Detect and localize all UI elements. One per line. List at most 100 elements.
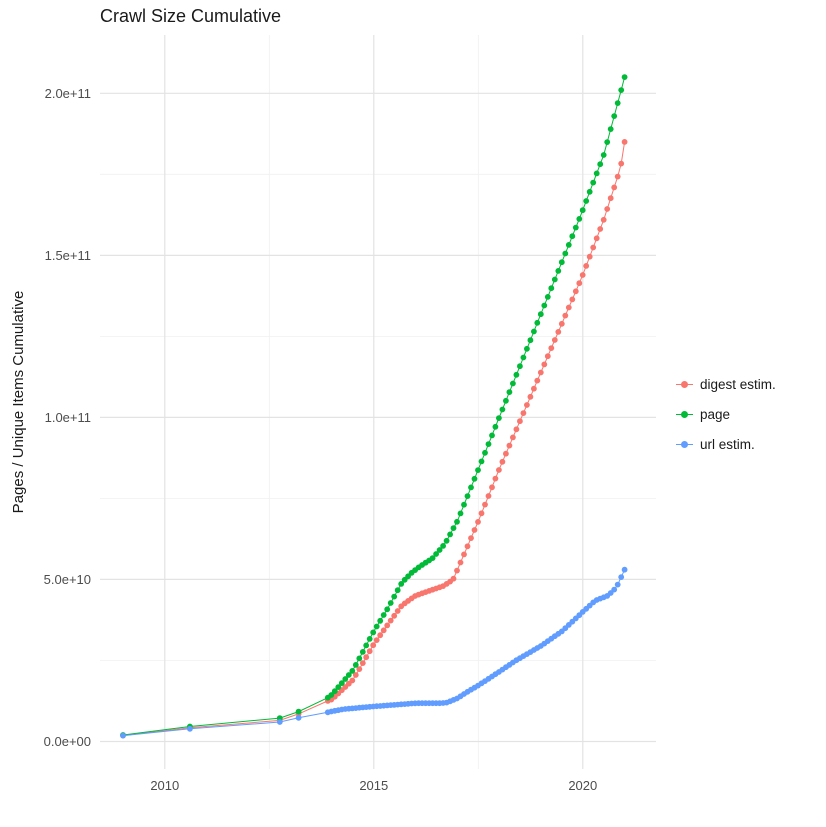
data-point-page (537, 311, 544, 318)
legend-key-digest (676, 376, 693, 393)
data-point-page (394, 587, 401, 594)
data-point-page (373, 623, 380, 630)
data-point-page (520, 354, 527, 361)
page-title: Crawl Size Cumulative (100, 6, 282, 26)
data-point-page (517, 363, 523, 370)
data-point-digest-estim (510, 434, 516, 441)
data-point-digest-estim (517, 418, 523, 425)
data-point-page (471, 475, 478, 482)
data-point-digest-estim (471, 527, 478, 533)
data-point-digest-estim (496, 467, 502, 473)
data-point-page (558, 259, 565, 266)
data-point-page (534, 319, 541, 326)
x-tick-label: 2015 (359, 778, 388, 793)
legend-label: digest estim. (700, 377, 776, 392)
data-point-digest-estim (482, 501, 488, 508)
data-point-page (572, 224, 579, 231)
data-point-page (555, 268, 562, 274)
data-point-page (482, 449, 488, 456)
data-point-digest-estim (377, 632, 384, 639)
data-point-digest-estim (475, 519, 481, 525)
data-point-digest-estim (548, 345, 555, 351)
data-point-page (489, 432, 495, 439)
data-point-digest-estim (600, 216, 607, 223)
data-point-digest-estim (576, 280, 583, 287)
data-point-digest-estim (562, 312, 569, 319)
data-point-page (443, 537, 450, 544)
data-point-page (457, 510, 464, 517)
data-point-digest-estim (352, 672, 359, 678)
data-point-url-estim (614, 581, 621, 588)
y-tick-label: 5.0e+10 (44, 572, 91, 587)
legend-point-icon (681, 381, 688, 388)
data-point-page (611, 113, 618, 119)
data-point-digest-estim (506, 442, 513, 449)
data-point-page (513, 371, 520, 378)
data-point-page (366, 636, 373, 642)
y-tick-label: 2.0e+11 (45, 86, 91, 101)
data-point-digest-estim (614, 173, 621, 180)
data-point-digest-estim (618, 160, 625, 167)
data-point-page (551, 276, 558, 283)
data-point-page (356, 655, 363, 662)
data-point-page (600, 152, 607, 158)
data-point-page (380, 612, 387, 618)
data-point-page (562, 250, 569, 257)
data-point-page (429, 555, 436, 561)
data-point-page (342, 676, 349, 682)
data-point-digest-estim (492, 475, 499, 482)
x-tick-label: 2010 (150, 778, 179, 793)
legend-point-icon (681, 411, 688, 418)
legend-label: url estim. (700, 437, 755, 452)
data-point-page (468, 484, 474, 491)
data-point-digest-estim (363, 654, 370, 661)
data-point-digest-estim (513, 426, 520, 433)
x-tick-label: 2020 (568, 778, 597, 793)
data-point-digest-estim (499, 458, 506, 465)
data-point-digest-estim (572, 288, 579, 295)
data-point-url-estim (187, 725, 193, 732)
data-point-page (503, 397, 509, 404)
data-point-digest-estim (534, 377, 541, 384)
data-point-page (548, 285, 555, 292)
data-point-page (359, 649, 366, 655)
data-point-page (586, 188, 593, 195)
data-point-page (485, 441, 492, 447)
data-point-page (569, 233, 576, 240)
legend-item: page (676, 406, 776, 423)
y-tick-label: 1.5e+11 (45, 248, 91, 263)
data-point-digest-estim (551, 337, 558, 343)
data-point-page (475, 467, 481, 473)
data-point-digest-estim (373, 637, 380, 643)
legend-item: url estim. (676, 436, 776, 453)
data-point-digest-estim (478, 510, 485, 517)
data-point-page (391, 593, 398, 600)
data-point-page (618, 87, 625, 93)
data-point-digest-estim (366, 648, 373, 655)
y-tick-label: 0.0e+00 (44, 734, 91, 749)
data-point-page (492, 423, 499, 430)
data-point-digest-estim (531, 385, 537, 392)
data-point-page (384, 606, 391, 613)
data-point-digest-estim (607, 195, 614, 202)
data-point-page (621, 74, 628, 80)
data-point-page (524, 345, 530, 352)
data-point-page (331, 688, 338, 695)
data-point-digest-estim (597, 226, 604, 232)
data-point-page (527, 337, 534, 344)
data-point-digest-estim (541, 361, 548, 368)
data-point-digest-estim (489, 484, 495, 491)
data-point-page (454, 518, 460, 525)
legend-item: digest estim. (676, 376, 776, 393)
data-point-digest-estim (370, 642, 377, 649)
data-point-page (499, 406, 506, 413)
data-point-url-estim (618, 574, 625, 580)
data-point-url-estim (621, 566, 628, 573)
data-point-page (583, 198, 590, 204)
data-point-digest-estim (524, 402, 530, 408)
data-point-page (593, 170, 600, 177)
data-point-digest-estim (394, 608, 401, 614)
data-point-page (335, 684, 342, 690)
data-point-page (370, 629, 377, 636)
